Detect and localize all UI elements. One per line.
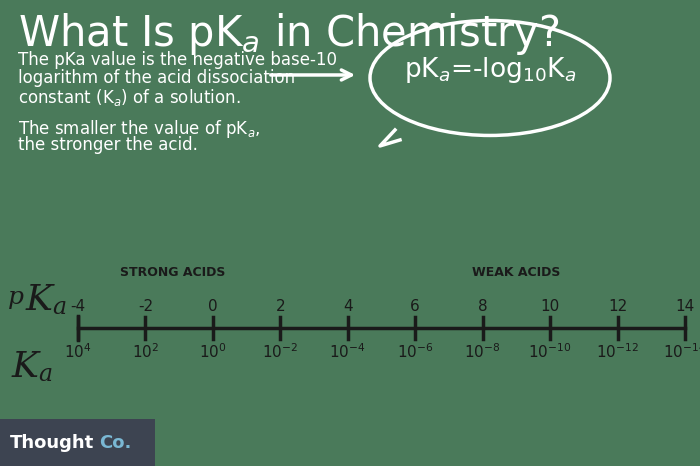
Text: $10^{-4}$: $10^{-4}$ [330,343,366,361]
Text: Thought: Thought [10,434,94,452]
Text: the stronger the acid.: the stronger the acid. [18,136,198,154]
Text: a: a [38,363,52,386]
Text: 6: 6 [410,299,420,314]
Text: K: K [12,350,39,384]
Text: What Is pK$_a$ in Chemistry?: What Is pK$_a$ in Chemistry? [18,11,559,57]
Text: $10^{0}$: $10^{0}$ [199,343,227,361]
Text: $10^{-6}$: $10^{-6}$ [397,343,433,361]
Text: The pKa value is the negative base-10: The pKa value is the negative base-10 [18,51,337,69]
Text: Co.: Co. [99,434,132,452]
Text: 8: 8 [478,299,487,314]
Text: 10: 10 [540,299,560,314]
Text: $10^{-10}$: $10^{-10}$ [528,343,572,361]
Text: $10^{4}$: $10^{4}$ [64,343,92,361]
Text: logarithm of the acid dissociation: logarithm of the acid dissociation [18,69,295,87]
Text: $10^{-2}$: $10^{-2}$ [262,343,298,361]
Text: $10^{-14}$: $10^{-14}$ [664,343,700,361]
Text: 4: 4 [343,299,353,314]
Text: -2: -2 [138,299,153,314]
Text: STRONG ACIDS: STRONG ACIDS [120,266,225,279]
Text: K: K [26,283,53,317]
Text: WEAK ACIDS: WEAK ACIDS [472,266,560,279]
Text: $10^{2}$: $10^{2}$ [132,343,159,361]
Text: The smaller the value of pK$_a$,: The smaller the value of pK$_a$, [18,118,260,140]
Text: p: p [8,286,24,309]
Text: 14: 14 [676,299,694,314]
Text: -4: -4 [71,299,85,314]
Text: a: a [52,296,66,319]
Text: 2: 2 [276,299,285,314]
Text: pK$_a$=-log$_{10}$K$_a$: pK$_a$=-log$_{10}$K$_a$ [404,55,576,85]
Text: $10^{-8}$: $10^{-8}$ [464,343,501,361]
Text: 12: 12 [608,299,627,314]
FancyBboxPatch shape [0,419,155,466]
Text: $10^{-12}$: $10^{-12}$ [596,343,639,361]
Text: 0: 0 [208,299,218,314]
Text: constant (K$_a$) of a solution.: constant (K$_a$) of a solution. [18,87,241,108]
